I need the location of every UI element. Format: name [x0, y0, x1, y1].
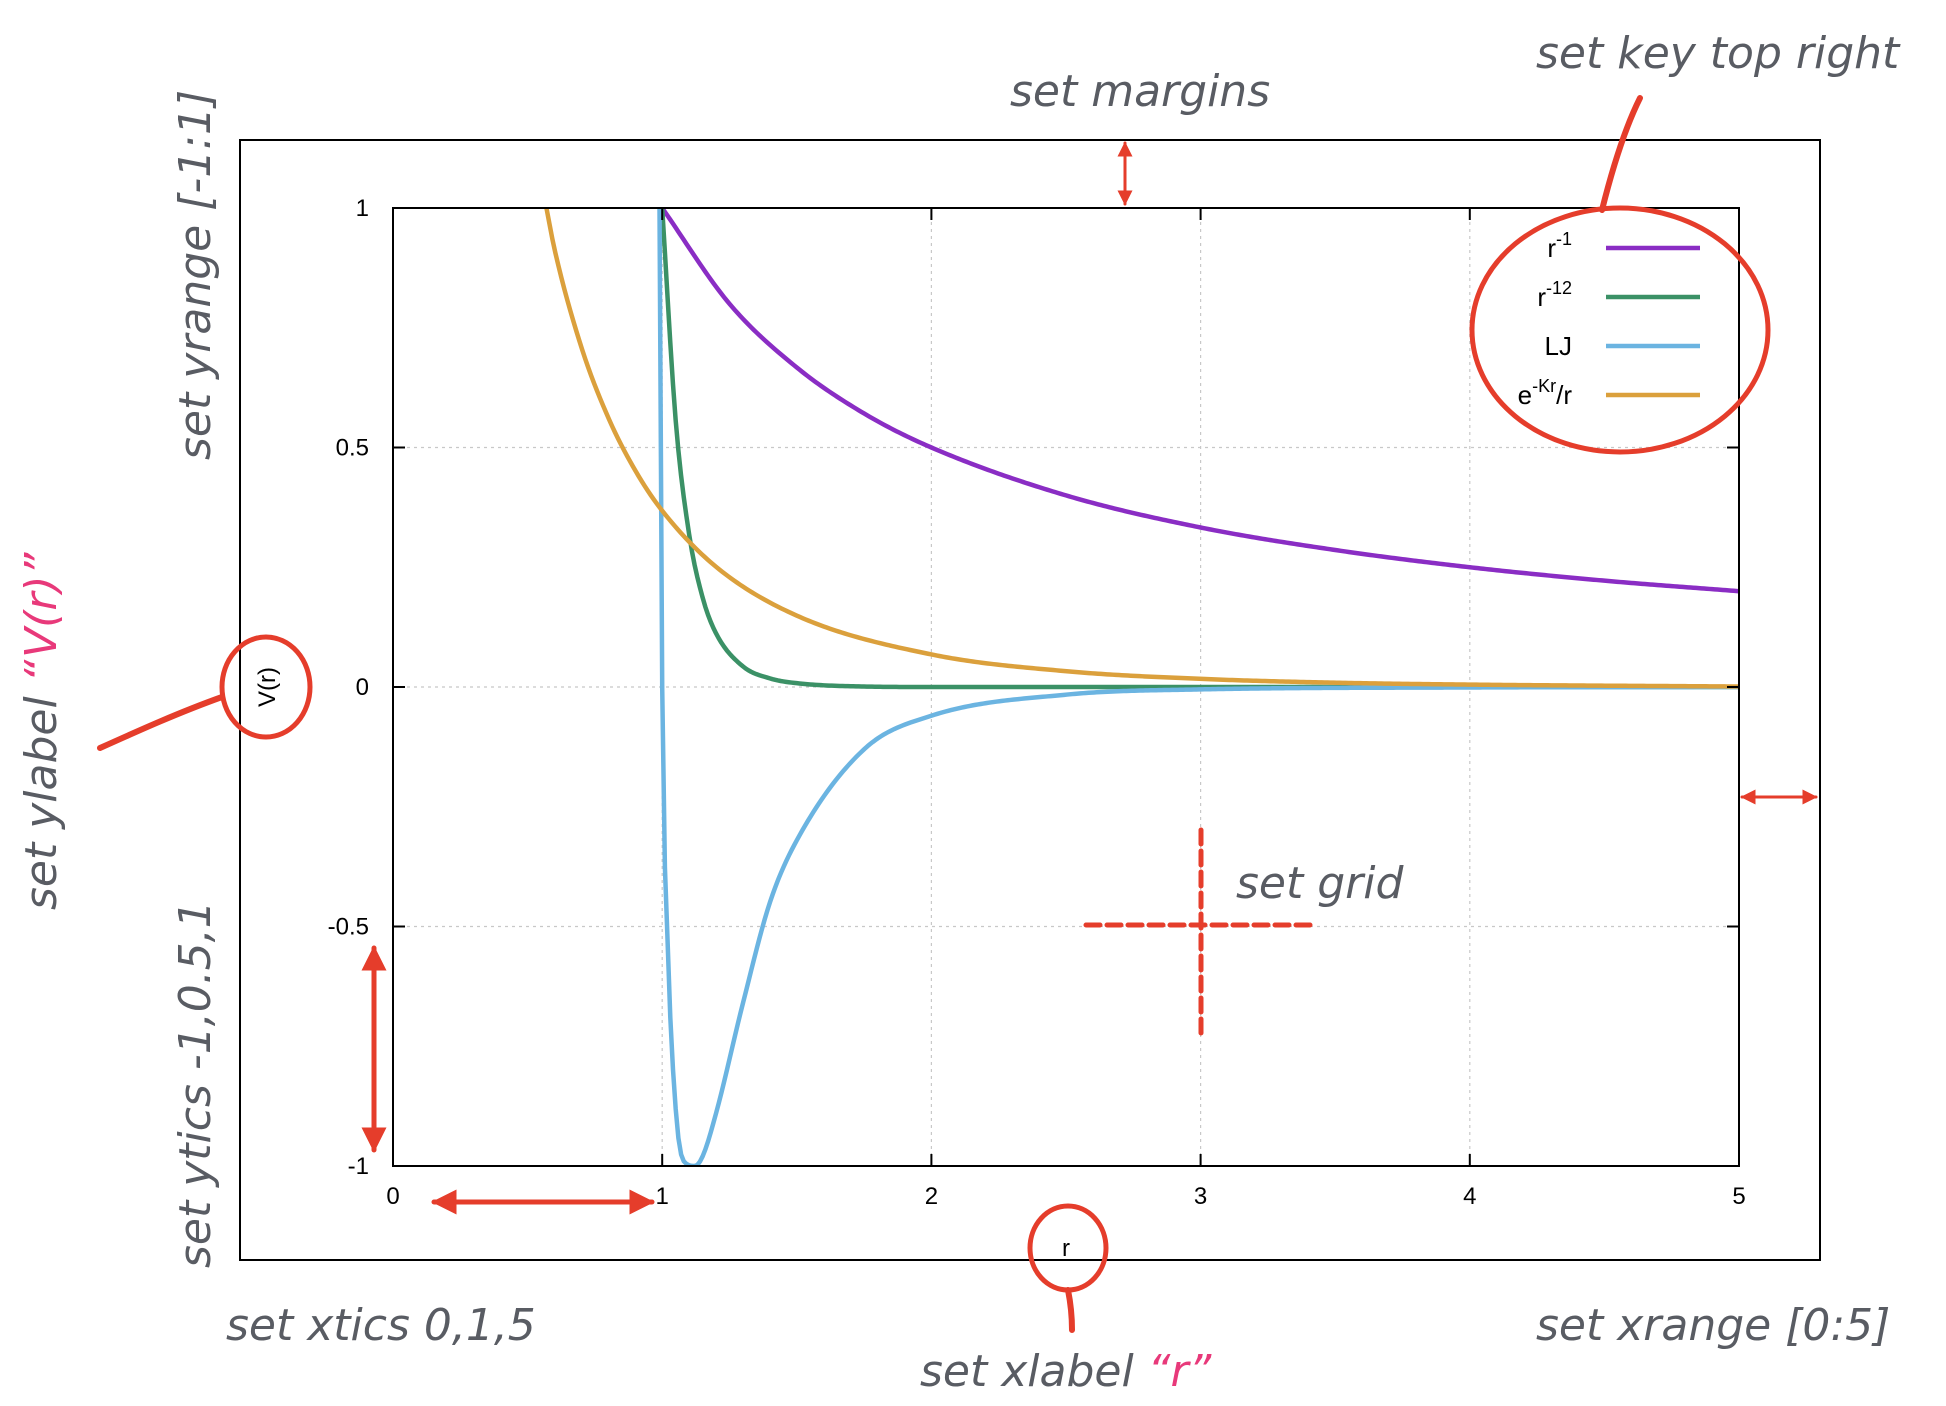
- y-tick-label: -0.5: [328, 914, 369, 941]
- y-tick-label: -1: [348, 1153, 369, 1180]
- annotation-xtics: set xtics 0,1,5: [226, 1300, 536, 1351]
- legend-label-tail: /r: [1556, 380, 1572, 410]
- annotation-marks: [97, 95, 1818, 1333]
- x-tick-label: 5: [1732, 1183, 1745, 1210]
- annotation-ytics: set ytics -1,0.5,1: [170, 900, 221, 1268]
- y-axis-label: V(r): [254, 667, 281, 707]
- annotation-ylabel-prefix: set ylabel: [16, 682, 67, 910]
- legend-label-3: LJ: [1545, 331, 1572, 361]
- key-highlight-circle: [1469, 205, 1771, 455]
- annotation-ylabel-value: “V(r)”: [16, 551, 67, 682]
- legend-label-base: r: [1547, 233, 1556, 263]
- annotation-xlabel: set xlabel “r”: [920, 1346, 1213, 1397]
- tick-marks: [392, 207, 1740, 1167]
- x-tick-labels: 0 1 2 3 4 5: [386, 1183, 1745, 1210]
- legend-label-base: r: [1537, 282, 1546, 312]
- legend-label-1: r-1: [1547, 229, 1572, 263]
- legend-label-base: LJ: [1545, 331, 1572, 361]
- legend-label-superscript: -1: [1556, 229, 1572, 249]
- x-tick-label: 4: [1463, 1183, 1476, 1210]
- x-tick-label: 1: [656, 1183, 669, 1210]
- series-line-1: [660, 208, 1739, 594]
- x-tick-label: 0: [386, 1183, 399, 1210]
- legend-label-base: e: [1518, 380, 1532, 410]
- ylabel-pointer-stroke: [97, 694, 225, 751]
- annotation-grid: set grid: [1236, 858, 1404, 909]
- annotation-xlabel-prefix: set xlabel: [920, 1346, 1148, 1397]
- series-line-4: [544, 208, 1739, 689]
- annotation-ylabel: set ylabel “V(r)”: [16, 551, 67, 910]
- legend-label-4: e-Kr/r: [1518, 376, 1573, 410]
- y-tick-labels: -1 -0.5 0 0.5 1: [328, 195, 369, 1180]
- xlabel-pointer-stroke: [1065, 1287, 1075, 1333]
- y-tick-label: 1: [356, 195, 369, 222]
- series-lines: [544, 208, 1739, 1166]
- y-tick-label: 0.5: [336, 435, 369, 462]
- y-tick-label: 0: [356, 674, 369, 701]
- legend-label-superscript: -12: [1546, 278, 1572, 298]
- annotation-key: set key top right: [1536, 28, 1901, 79]
- annotation-xrange: set xrange [0:5]: [1536, 1300, 1890, 1351]
- x-axis-label: r: [1062, 1235, 1070, 1262]
- annotation-xlabel-value: “r”: [1148, 1346, 1213, 1397]
- x-tick-label: 2: [925, 1183, 938, 1210]
- ylabel-highlight-circle: [219, 634, 313, 740]
- legend-label-superscript: -Kr: [1532, 376, 1556, 396]
- key-pointer-stroke: [1599, 95, 1643, 213]
- annotation-margins: set margins: [1010, 66, 1270, 117]
- x-tick-label: 3: [1194, 1183, 1207, 1210]
- legend-label-2: r-12: [1537, 278, 1572, 312]
- annotation-yrange: set yrange [-1:1]: [170, 90, 221, 460]
